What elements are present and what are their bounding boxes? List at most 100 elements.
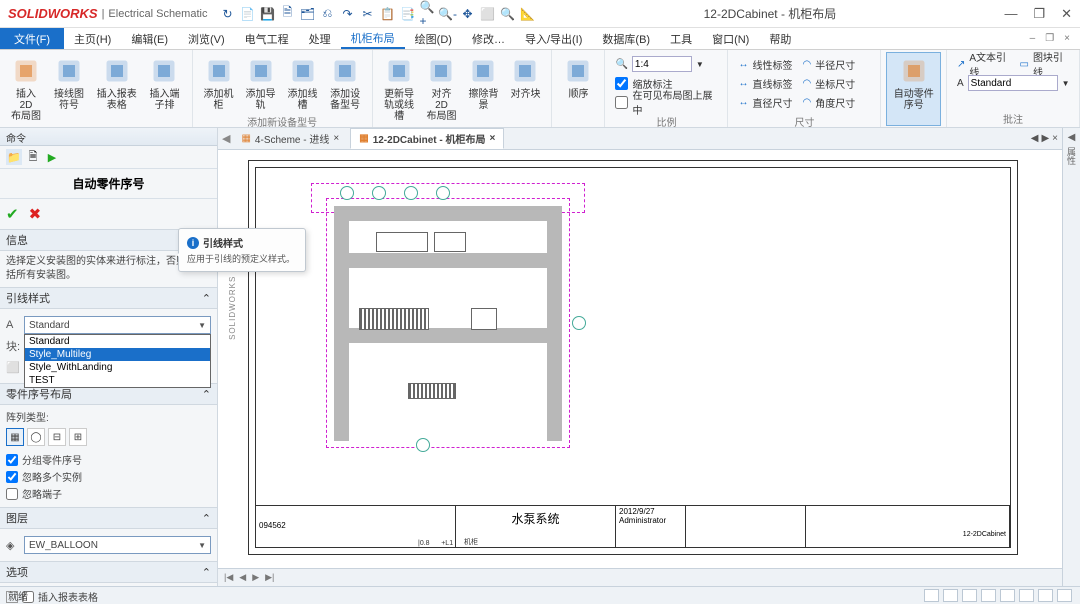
status-btn-8[interactable]: [1057, 589, 1072, 602]
dim-icon[interactable]: ↔: [738, 97, 748, 108]
collapse-icon[interactable]: ⌃: [202, 388, 211, 401]
drawing-canvas[interactable]: SOLIDWORKS Electrical: [218, 150, 1062, 568]
tab-nav-prev[interactable]: ◀: [1031, 133, 1039, 144]
status-btn-3[interactable]: [962, 589, 977, 602]
status-btn-2[interactable]: [943, 589, 958, 602]
ribbon-btn-2-3[interactable]: 对齐块: [505, 53, 545, 124]
layout-side-icon[interactable]: ⊞: [69, 428, 87, 446]
close-button[interactable]: ✕: [1061, 6, 1072, 22]
zoom-anno-check[interactable]: [615, 77, 628, 90]
qat-icon-10[interactable]: 🔍+: [419, 6, 435, 22]
collapse-icon[interactable]: ⌃: [202, 566, 211, 579]
mdi-max[interactable]: ❐: [1045, 33, 1054, 44]
ribbon-btn-1-3[interactable]: 添加设备型号: [325, 53, 366, 113]
file-menu[interactable]: 文件(F): [0, 28, 64, 49]
leader-icon[interactable]: ↗: [957, 59, 965, 70]
maximize-button[interactable]: ❐: [1033, 6, 1045, 22]
style-option-0[interactable]: Standard: [25, 335, 210, 348]
dim-icon[interactable]: ◠: [802, 78, 811, 89]
menu-1[interactable]: 编辑(E): [121, 28, 178, 49]
sheet-nav-next[interactable]: ▶: [252, 572, 259, 583]
mdi-min[interactable]: –: [1030, 33, 1036, 44]
ribbon-btn-2-0[interactable]: 更新导轨或线槽: [379, 53, 420, 124]
menu-8[interactable]: 导入/导出(I): [515, 28, 592, 49]
menu-12[interactable]: 帮助: [759, 28, 801, 49]
doc-tab-1[interactable]: ▦4-Scheme - 进线×: [232, 128, 348, 149]
menu-2[interactable]: 浏览(V): [178, 28, 235, 49]
mdi-close[interactable]: ×: [1064, 33, 1070, 44]
right-panel-collapsed[interactable]: ◀ 属性: [1062, 128, 1080, 586]
doc-tab-2[interactable]: ▦12-2DCabinet - 机柜布局×: [350, 128, 504, 149]
menu-6[interactable]: 绘图(D): [405, 28, 462, 49]
leader-icon[interactable]: ▭: [1019, 59, 1028, 70]
collapse-icon[interactable]: ⌃: [202, 292, 211, 305]
style-option-2[interactable]: Style_WithLanding: [25, 361, 210, 374]
ribbon-btn-1-0[interactable]: 添加机柜: [199, 53, 239, 113]
panel-tab3-icon[interactable]: ▶: [44, 149, 60, 165]
qat-icon-3[interactable]: 🗎: [279, 6, 295, 22]
panel-tab1-icon[interactable]: 📁: [6, 149, 22, 165]
ribbon-btn-0-1[interactable]: 接线图符号: [48, 53, 90, 124]
menu-0[interactable]: 主页(H): [64, 28, 121, 49]
qat-icon-12[interactable]: ✥: [459, 6, 475, 22]
tab-close-icon[interactable]: ×: [333, 133, 339, 144]
expand-icon[interactable]: ◀: [1068, 132, 1076, 143]
scale-input[interactable]: [632, 56, 692, 72]
qat-icon-9[interactable]: 📑: [399, 6, 415, 22]
minimize-button[interactable]: —: [1004, 6, 1017, 22]
qat-icon-11[interactable]: 🔍-: [439, 6, 455, 22]
style-combo[interactable]: Standard ▼ StandardStyle_MultilegStyle_W…: [24, 316, 211, 334]
sheet-nav-last[interactable]: ▶|: [265, 572, 274, 583]
panel-tab2-icon[interactable]: 🗎: [25, 149, 41, 165]
ribbon-btn-2-2[interactable]: 擦除背景: [463, 53, 503, 124]
ok-icon[interactable]: ✔: [6, 205, 19, 223]
menu-5[interactable]: 机柜布局: [341, 28, 405, 49]
ribbon-btn-2-1[interactable]: 对齐 2D布局图: [421, 53, 461, 124]
dim-icon[interactable]: ↔: [738, 78, 748, 89]
dim-icon[interactable]: ◠: [802, 59, 811, 70]
status-btn-5[interactable]: [1000, 589, 1015, 602]
tab-nav-next[interactable]: ▶: [1041, 133, 1049, 144]
layer-combo[interactable]: EW_BALLOON▼: [24, 536, 211, 554]
tab-close-icon[interactable]: ×: [489, 133, 495, 144]
qat-icon-15[interactable]: 📐: [519, 6, 535, 22]
anno-style-combo[interactable]: [968, 75, 1058, 91]
qat-icon-8[interactable]: 📋: [379, 6, 395, 22]
qat-icon-7[interactable]: ✂: [359, 6, 375, 22]
layout-top-icon[interactable]: ⊟: [48, 428, 66, 446]
layout-circle-icon[interactable]: ◯: [27, 428, 45, 446]
qat-icon-4[interactable]: 🗂: [299, 6, 315, 22]
qat-icon-5[interactable]: ⎌: [319, 6, 335, 22]
menu-4[interactable]: 处理: [299, 28, 341, 49]
qat-icon-13[interactable]: ⬜: [479, 6, 495, 22]
menu-11[interactable]: 窗口(N): [702, 28, 759, 49]
ribbon-btn-0-3[interactable]: 插入端子排: [143, 53, 185, 124]
tab-nav-back[interactable]: ◀: [222, 132, 230, 145]
ribbon-btn-0-2[interactable]: 插入报表表格: [92, 53, 141, 124]
sheet-nav-first[interactable]: |◀: [224, 572, 233, 583]
ribbon-btn-0-0[interactable]: 插入 2D布局图: [6, 53, 46, 124]
ignore-multi-check[interactable]: [6, 471, 18, 483]
qat-icon-14[interactable]: 🔍: [499, 6, 515, 22]
ignore-terminal-check[interactable]: [6, 488, 18, 500]
qat-icon-0[interactable]: ↻: [219, 6, 235, 22]
center-visible-check[interactable]: [615, 96, 628, 109]
qat-icon-6[interactable]: ↷: [339, 6, 355, 22]
sheet-nav-prev[interactable]: ◀: [239, 572, 246, 583]
status-btn-1[interactable]: [924, 589, 939, 602]
menu-10[interactable]: 工具: [660, 28, 702, 49]
tab-close-all-icon[interactable]: ×: [1052, 133, 1058, 144]
menu-9[interactable]: 数据库(B): [592, 28, 660, 49]
collapse-icon[interactable]: ⌃: [202, 512, 211, 525]
ribbon-btn-1-2[interactable]: 添加线槽: [283, 53, 323, 113]
dim-icon[interactable]: ◠: [802, 97, 811, 108]
status-btn-7[interactable]: [1038, 589, 1053, 602]
style-option-1[interactable]: Style_Multileg: [25, 348, 210, 361]
status-btn-4[interactable]: [981, 589, 996, 602]
qat-icon-2[interactable]: 💾: [259, 6, 275, 22]
style-option-3[interactable]: TEST: [25, 374, 210, 387]
cancel-icon[interactable]: ✖: [29, 205, 42, 223]
menu-7[interactable]: 修改…: [462, 28, 515, 49]
dim-icon[interactable]: ↔: [738, 59, 748, 70]
menu-3[interactable]: 电气工程: [235, 28, 299, 49]
